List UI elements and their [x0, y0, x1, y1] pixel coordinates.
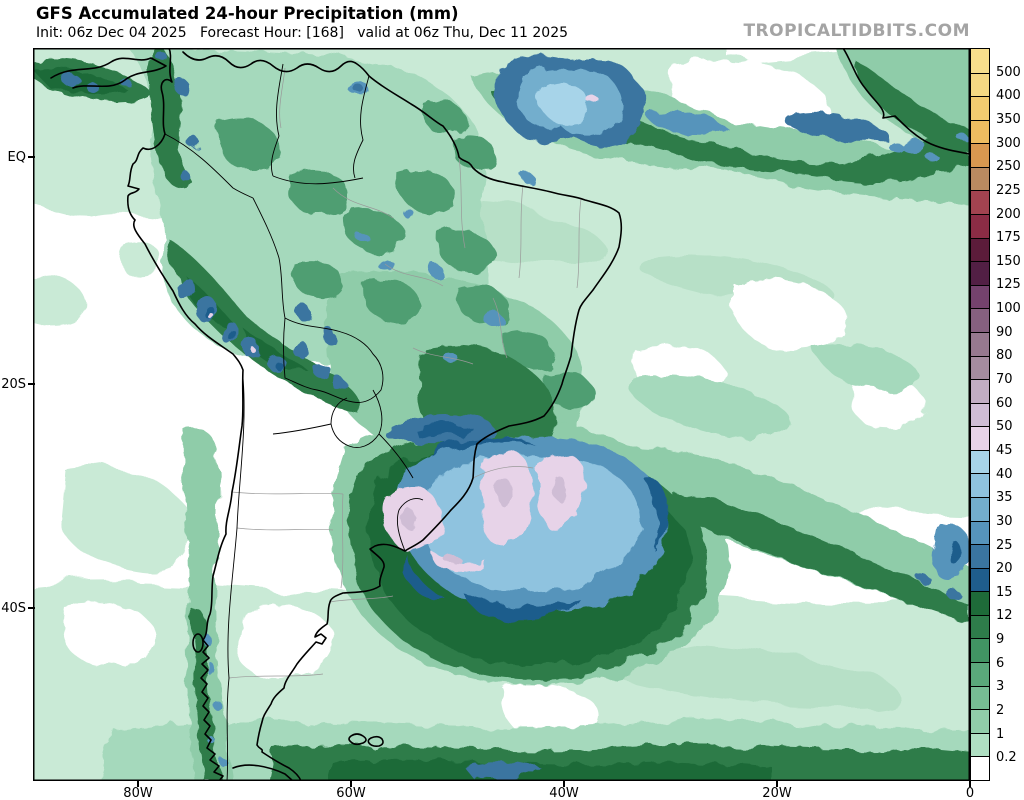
colorbar-segment — [971, 72, 989, 97]
lat-tick — [28, 383, 35, 385]
colorbar-segment — [971, 662, 989, 686]
lon-label: 60W — [336, 786, 366, 800]
colorbar-segment — [971, 402, 989, 427]
colorbar-segment — [971, 166, 989, 191]
colorbar-segment — [971, 261, 989, 285]
colorbar-segment — [971, 709, 989, 733]
colorbar-tick-label: 45 — [996, 442, 1013, 458]
colorbar-tick-label: 30 — [996, 513, 1013, 529]
colorbar-segment — [971, 96, 989, 120]
lon-tick — [563, 781, 565, 787]
colorbar-segment — [971, 284, 989, 309]
colorbar-tick-label: 300 — [996, 135, 1021, 151]
colorbar-segment — [971, 591, 989, 615]
colorbar-segment — [971, 544, 989, 568]
tropicaltidbits-watermark: TROPICALTIDBITS.COM — [743, 21, 970, 41]
colorbar-tick-label: 25 — [996, 537, 1013, 553]
lon-tick — [350, 781, 352, 787]
colorbar-tick-label: 70 — [996, 372, 1013, 388]
map-subtitle: Init: 06z Dec 04 2025 Forecast Hour: [16… — [36, 25, 569, 41]
lat-label: EQ — [7, 150, 26, 165]
colorbar-segment — [971, 567, 989, 592]
precip-blue-layer — [62, 52, 970, 780]
lon-tick — [137, 781, 139, 787]
country-borders — [164, 63, 424, 782]
colorbar-tick-label: 250 — [996, 159, 1021, 175]
lon-label: 40W — [549, 786, 579, 800]
lon-tick — [969, 781, 971, 787]
colorbar-segment — [971, 614, 989, 639]
lat-tick — [28, 156, 35, 158]
colorbar — [970, 48, 990, 781]
colorbar-segment — [971, 190, 989, 215]
colorbar-segment — [971, 379, 989, 403]
lat-tick — [28, 607, 35, 609]
colorbar-segment — [971, 331, 989, 356]
colorbar-tick-label: 50 — [996, 419, 1013, 435]
colorbar-tick-label: 80 — [996, 348, 1013, 364]
colorbar-tick-label: 35 — [996, 490, 1013, 506]
colorbar-tick-label: 125 — [996, 277, 1021, 293]
map-title: GFS Accumulated 24-hour Precipitation (m… — [36, 4, 459, 23]
colorbar-tick-label: 200 — [996, 206, 1021, 222]
colorbar-tick-label: 1 — [996, 726, 1005, 742]
lon-tick — [776, 781, 778, 787]
colorbar-tick-label: 225 — [996, 182, 1021, 198]
colorbar-tick-label: 150 — [996, 253, 1021, 269]
colorbar-segment — [971, 214, 989, 238]
colorbar-tick-label: 0.2 — [996, 750, 1017, 766]
colorbar-tick-label: 2 — [996, 703, 1005, 719]
colorbar-tick-label: 3 — [996, 679, 1005, 695]
colorbar-segment — [971, 449, 989, 474]
colorbar-segment — [971, 119, 989, 144]
lon-label: 80W — [123, 786, 153, 800]
state-borders — [228, 67, 582, 679]
colorbar-tick-label: 9 — [996, 632, 1005, 648]
colorbar-segment — [971, 496, 989, 521]
colorbar-tick-label: 175 — [996, 230, 1021, 246]
colorbar-tick-label: 6 — [996, 655, 1005, 671]
colorbar-segment — [971, 426, 989, 450]
colorbar-tick-label: 100 — [996, 301, 1021, 317]
colorbar-segment — [971, 308, 989, 332]
colorbar-tick-label: 20 — [996, 561, 1013, 577]
colorbar-segment — [971, 143, 989, 167]
colorbar-tick-label: 12 — [996, 608, 1013, 624]
lon-label: 20W — [762, 786, 792, 800]
lat-label: 20S — [1, 377, 26, 392]
colorbar-segment — [971, 520, 989, 545]
colorbar-tick-label: 350 — [996, 111, 1021, 127]
colorbar-segment — [971, 685, 989, 710]
colorbar-tick-label: 400 — [996, 88, 1021, 104]
colorbar-segment — [971, 237, 989, 262]
colorbar-tick-label: 60 — [996, 395, 1013, 411]
colorbar-tick-label: 40 — [996, 466, 1013, 482]
map-frame — [33, 48, 970, 781]
coastline — [50, 47, 971, 782]
colorbar-tick-label: 15 — [996, 584, 1013, 600]
colorbar-segment — [971, 355, 989, 380]
map-area — [13, 28, 990, 800]
lat-label: 40S — [1, 601, 26, 616]
colorbar-tick-label: 90 — [996, 324, 1013, 340]
colorbar-tick-label: 500 — [996, 64, 1021, 80]
lon-label: 0 — [965, 786, 975, 800]
colorbar-segment — [971, 49, 989, 73]
colorbar-segment — [971, 473, 989, 497]
colorbar-segment — [971, 638, 989, 663]
colorbar-segment — [971, 732, 989, 757]
colorbar-segment — [971, 756, 989, 780]
precip-map-svg — [13, 28, 990, 800]
